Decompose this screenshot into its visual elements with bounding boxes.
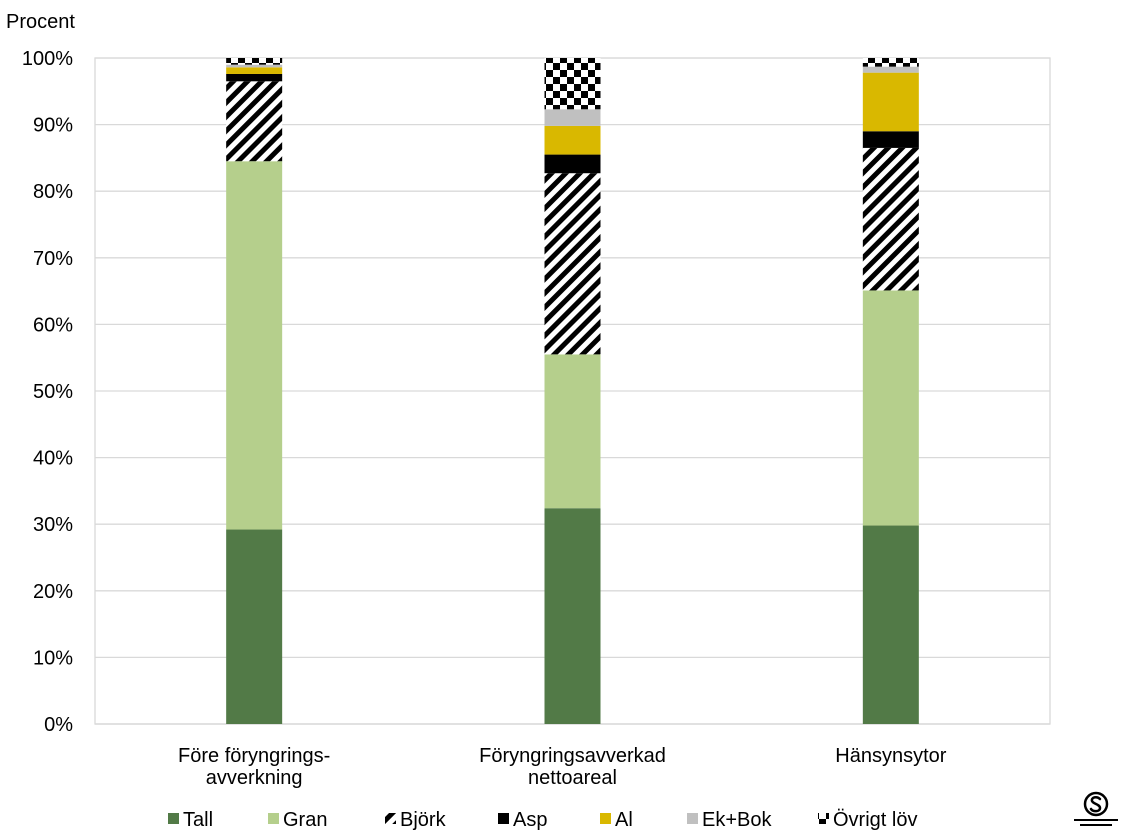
legend-label: Ek+Bok bbox=[702, 809, 772, 831]
bar-segment-gran bbox=[544, 354, 601, 509]
x-category-label: Före föryngrings-avverkning bbox=[178, 745, 330, 789]
legend-swatch bbox=[268, 813, 279, 824]
bar-segment--vrigt-l-v bbox=[226, 58, 283, 65]
legend-swatch bbox=[168, 813, 179, 824]
legend-swatch bbox=[600, 813, 611, 824]
legend-swatch bbox=[687, 813, 698, 824]
bar-segment-bj-rk bbox=[226, 81, 283, 162]
y-axis-ticks: 0% 10% 20% 30% 40% 50% 60% 70% 80% 90% 100% bbox=[22, 48, 73, 736]
bar-segment--vrigt-l-v bbox=[862, 58, 919, 67]
legend-label: Asp bbox=[513, 809, 547, 831]
bar-segment-asp bbox=[544, 154, 601, 174]
bar-segment-ek-bok bbox=[544, 109, 601, 126]
legend-label: Övrigt löv bbox=[833, 809, 917, 831]
legend-swatch bbox=[818, 813, 829, 824]
y-tick-label: 100% bbox=[22, 48, 73, 70]
legend-label: Tall bbox=[183, 809, 213, 831]
y-tick-label: 60% bbox=[33, 314, 73, 336]
y-axis-title: Procent bbox=[6, 11, 75, 33]
bar-segment-al bbox=[862, 72, 919, 132]
bars bbox=[226, 58, 919, 724]
bar-segment-al bbox=[226, 67, 283, 74]
bar-segment-ek-bok bbox=[862, 66, 919, 73]
legend-swatch bbox=[385, 813, 396, 824]
y-tick-label: 40% bbox=[33, 448, 73, 470]
bar-segment-ek-bok bbox=[226, 64, 283, 68]
legend-swatch bbox=[498, 813, 509, 824]
bar-segment-tall bbox=[226, 529, 283, 724]
bar-segment--vrigt-l-v bbox=[544, 58, 601, 110]
legend-label: Björk bbox=[400, 809, 447, 831]
y-tick-label: 90% bbox=[33, 115, 73, 137]
x-axis-labels: Före föryngrings-avverkning Föryngringsav… bbox=[178, 745, 947, 789]
y-tick-label: 0% bbox=[44, 714, 73, 736]
bar-segment-al bbox=[544, 125, 601, 155]
bar-segment-bj-rk bbox=[544, 173, 601, 355]
legend-label: Gran bbox=[283, 809, 327, 831]
x-category-label: Föryngringsavverkad nettoareal bbox=[479, 745, 666, 789]
y-tick-label: 50% bbox=[33, 381, 73, 403]
bar-segment-bj-rk bbox=[862, 147, 919, 291]
y-tick-label: 20% bbox=[33, 581, 73, 603]
bar-segment-gran bbox=[862, 290, 919, 526]
legend: Tall Gran Björk Asp Al Ek+Bok Övrigt löv bbox=[168, 809, 917, 831]
bar-segment-tall bbox=[862, 525, 919, 724]
bar-segment-gran bbox=[226, 161, 283, 530]
legend-label: Al bbox=[615, 809, 633, 831]
bar-segment-asp bbox=[862, 131, 919, 148]
bar-segment-asp bbox=[226, 73, 283, 82]
y-tick-label: 30% bbox=[33, 514, 73, 536]
bar-segment-tall bbox=[544, 508, 601, 724]
sos-logo-icon bbox=[1074, 791, 1118, 826]
x-category-label: Hänsynsytor bbox=[835, 745, 946, 767]
y-tick-label: 80% bbox=[33, 181, 73, 203]
y-tick-label: 10% bbox=[33, 647, 73, 669]
y-tick-label: 70% bbox=[33, 248, 73, 270]
